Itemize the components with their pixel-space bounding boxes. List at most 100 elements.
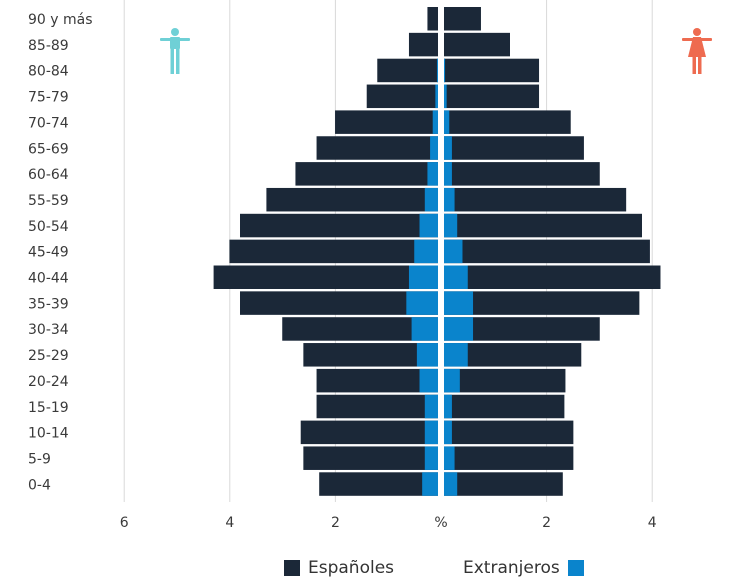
- bar-extranjeros-female: [444, 110, 450, 134]
- x-tick-label: 2: [542, 515, 551, 531]
- bar-extranjeros-female: [444, 187, 455, 212]
- x-tick-label: %: [434, 515, 447, 531]
- bar-extranjeros-male: [411, 317, 438, 341]
- age-label: 70-74: [28, 115, 69, 131]
- legend-swatch-espanoles: [284, 560, 300, 576]
- bars-group: [213, 7, 661, 496]
- bar-extranjeros-male: [424, 394, 438, 419]
- bar-espanoles-female: [444, 239, 650, 264]
- age-label: 35-39: [28, 296, 69, 312]
- legend-item-extranjeros: Extranjeros: [463, 558, 584, 578]
- bar-extranjeros-male: [422, 472, 438, 496]
- bar-extranjeros-male: [419, 213, 438, 238]
- bar-extranjeros-male: [430, 136, 438, 160]
- age-label: 45-49: [28, 245, 69, 261]
- bar-extranjeros-female: [444, 317, 474, 341]
- age-label: 65-69: [28, 141, 69, 157]
- bar-espanoles-female: [444, 84, 540, 109]
- bar-espanoles-male: [303, 446, 438, 470]
- age-label: 25-29: [28, 348, 69, 364]
- bar-espanoles-female: [444, 265, 661, 289]
- bar-espanoles-female: [444, 472, 563, 496]
- age-label: 40-44: [28, 271, 69, 287]
- male-figure-icon: [160, 28, 190, 74]
- bar-espanoles-female: [444, 368, 566, 393]
- bar-espanoles-male: [319, 472, 438, 496]
- bar-extranjeros-female: [444, 213, 458, 238]
- age-label: 5-9: [28, 451, 51, 467]
- bar-extranjeros-male: [427, 162, 438, 186]
- bar-extranjeros-male: [424, 187, 438, 212]
- age-label: 80-84: [28, 64, 69, 80]
- bar-espanoles-female: [444, 343, 582, 367]
- bar-espanoles-female: [444, 446, 574, 470]
- x-tick-labels: 6 4 2% 2 4: [120, 515, 657, 531]
- bar-espanoles-female: [444, 58, 540, 83]
- bar-extranjeros-female: [444, 368, 460, 393]
- bar-extranjeros-male: [414, 239, 438, 264]
- bar-espanoles-male: [377, 58, 438, 83]
- female-figure-icon: [682, 28, 712, 74]
- bar-extranjeros-female: [444, 136, 452, 160]
- bar-espanoles-female: [444, 317, 600, 341]
- bar-espanoles-male: [316, 136, 438, 160]
- bar-extranjeros-female: [444, 291, 474, 315]
- bar-espanoles-male: [240, 291, 438, 315]
- bar-extranjeros-female: [444, 343, 468, 367]
- bar-espanoles-male: [282, 317, 438, 341]
- bar-extranjeros-female: [444, 162, 452, 186]
- legend: Españoles Extranjeros: [0, 558, 746, 582]
- bar-espanoles-male: [427, 7, 438, 31]
- bar-extranjeros-male: [419, 368, 438, 393]
- bar-extranjeros-male: [424, 446, 438, 470]
- bar-espanoles-female: [444, 7, 481, 31]
- bar-espanoles-male: [266, 187, 438, 212]
- x-tick-label: 4: [648, 515, 657, 531]
- bar-espanoles-male: [408, 32, 438, 57]
- bar-extranjeros-female: [444, 446, 455, 470]
- bar-espanoles-male: [335, 110, 438, 134]
- bar-espanoles-male: [366, 84, 438, 109]
- age-label: 15-19: [28, 400, 69, 416]
- bar-espanoles-male: [229, 239, 438, 264]
- bar-espanoles-male: [303, 343, 438, 367]
- x-tick-label: 2: [331, 515, 340, 531]
- age-label: 0-4: [28, 477, 51, 493]
- bar-espanoles-female: [444, 136, 584, 160]
- x-tick-label: 6: [120, 515, 129, 531]
- bar-extranjeros-male: [424, 420, 438, 445]
- bar-espanoles-male: [300, 420, 438, 445]
- bar-espanoles-female: [444, 110, 571, 134]
- bar-espanoles-female: [444, 213, 642, 238]
- bar-espanoles-male: [316, 394, 438, 419]
- legend-swatch-extranjeros: [567, 560, 584, 576]
- age-label: 10-14: [28, 426, 69, 442]
- bar-espanoles-male: [295, 162, 438, 186]
- legend-item-espanoles: Españoles: [284, 558, 394, 578]
- age-label: 60-64: [28, 167, 69, 183]
- age-label: 90 y más: [28, 12, 93, 28]
- age-label: 85-89: [28, 38, 69, 54]
- age-label: 50-54: [28, 219, 69, 235]
- age-label: 55-59: [28, 193, 69, 209]
- age-label: 20-24: [28, 374, 69, 390]
- bar-espanoles-female: [444, 32, 510, 57]
- bar-extranjeros-female: [444, 394, 452, 419]
- bar-extranjeros-female: [444, 84, 447, 109]
- legend-label-espanoles: Españoles: [308, 558, 395, 578]
- bar-extranjeros-female: [444, 420, 452, 445]
- bar-extranjeros-female: [444, 472, 458, 496]
- bar-espanoles-female: [444, 187, 627, 212]
- bar-extranjeros-female: [444, 265, 468, 289]
- bar-espanoles-female: [444, 291, 640, 315]
- bar-extranjeros-female: [444, 58, 446, 83]
- bar-extranjeros-female: [444, 239, 463, 264]
- bar-extranjeros-male: [435, 84, 438, 109]
- bar-extranjeros-male: [408, 265, 438, 289]
- bar-extranjeros-male: [406, 291, 438, 315]
- bar-espanoles-female: [444, 394, 565, 419]
- bar-espanoles-female: [444, 420, 574, 445]
- bar-espanoles-male: [213, 265, 438, 289]
- bar-espanoles-male: [316, 368, 438, 393]
